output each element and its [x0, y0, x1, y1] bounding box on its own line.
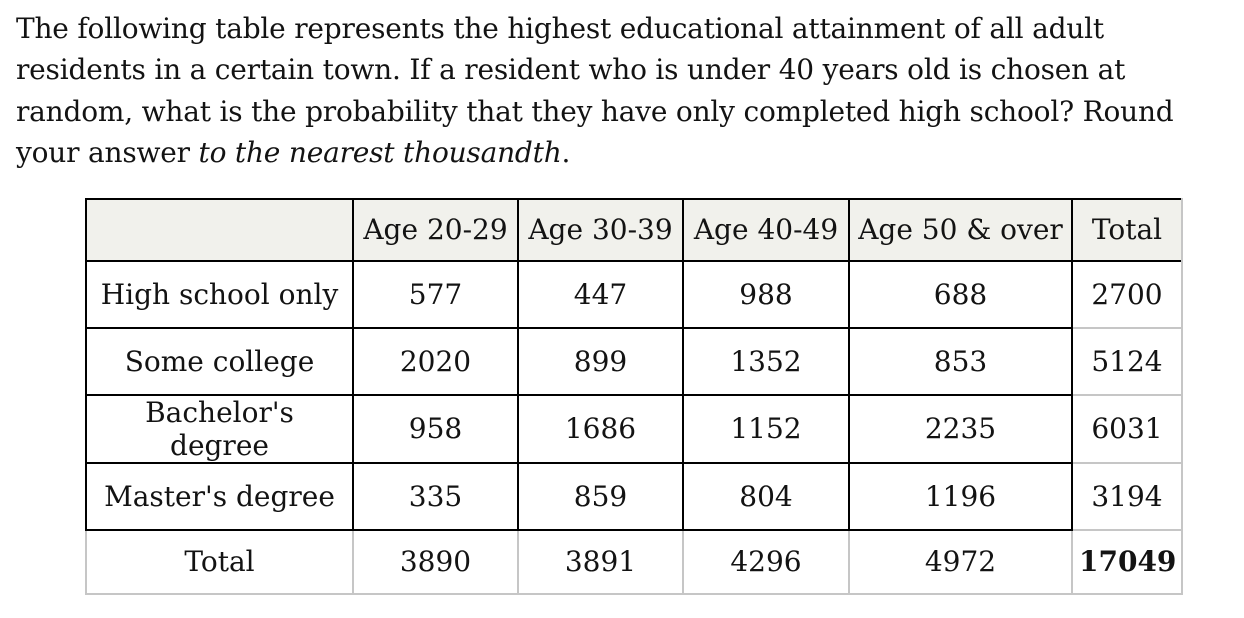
row-label: Some college: [85, 326, 353, 395]
total-row: Total 3890 3891 4296 4972 17049: [85, 528, 1183, 595]
row-total-value: 6031: [1071, 393, 1183, 463]
row-label-total: Total: [85, 528, 353, 595]
row-total-value: 5124: [1071, 326, 1183, 395]
question-text-main: The following table represents the highe…: [16, 12, 1174, 170]
cell-value: 447: [517, 259, 683, 328]
cell-value: 958: [352, 393, 518, 463]
column-total-value: 3890: [352, 528, 518, 595]
question-text-period: .: [561, 136, 571, 170]
cell-value: 577: [352, 259, 518, 328]
problem-page: The following table represents the highe…: [0, 8, 1244, 618]
column-header-age-20-29: Age 20-29: [352, 197, 518, 261]
table-row-masters: Master's degree 335 859 804 1196 3194: [85, 461, 1183, 530]
grand-total-value: 17049: [1071, 528, 1183, 595]
column-total-value: 4296: [682, 528, 849, 595]
corner-cell: [85, 197, 353, 261]
cell-value: 1152: [682, 393, 849, 463]
question-text-italic: to the nearest thousandth: [198, 136, 562, 170]
row-total-value: 3194: [1071, 461, 1183, 530]
column-header-age-50-over: Age 50 & over: [848, 197, 1072, 261]
column-header-age-30-39: Age 30-39: [517, 197, 683, 261]
cell-value: 688: [848, 259, 1072, 328]
table-row-some-college: Some college 2020 899 1352 853 5124: [85, 326, 1183, 395]
cell-value: 2020: [352, 326, 518, 395]
row-label: Master's degree: [85, 461, 353, 530]
column-total-value: 3891: [517, 528, 683, 595]
cell-value: 859: [517, 461, 683, 530]
cell-value: 899: [517, 326, 683, 395]
cell-value: 1686: [517, 393, 683, 463]
question-text: The following table represents the highe…: [16, 8, 1224, 174]
cell-value: 988: [682, 259, 849, 328]
table-row-bachelors: Bachelor's degree 958 1686 1152 2235 603…: [85, 393, 1183, 463]
cell-value: 853: [848, 326, 1072, 395]
column-total-value: 4972: [848, 528, 1072, 595]
row-total-value: 2700: [1071, 259, 1183, 328]
table-row-high-school: High school only 577 447 988 688 2700: [85, 259, 1183, 328]
cell-value: 1352: [682, 326, 849, 395]
cell-value: 2235: [848, 393, 1072, 463]
column-header-total: Total: [1071, 197, 1183, 261]
row-label: Bachelor's degree: [85, 393, 353, 463]
attainment-table: Age 20-29 Age 30-39 Age 40-49 Age 50 & o…: [85, 197, 1183, 595]
column-header-age-40-49: Age 40-49: [682, 197, 849, 261]
cell-value: 1196: [848, 461, 1072, 530]
cell-value: 804: [682, 461, 849, 530]
row-label: High school only: [85, 259, 353, 328]
cell-value: 335: [352, 461, 518, 530]
header-row: Age 20-29 Age 30-39 Age 40-49 Age 50 & o…: [85, 197, 1183, 261]
